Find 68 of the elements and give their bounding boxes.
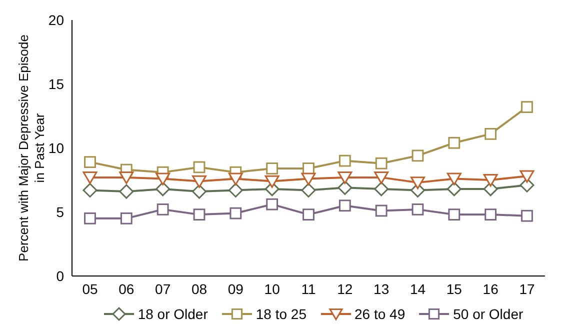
y-tick-label: 20 — [48, 12, 64, 28]
point — [448, 136, 460, 149]
x-tick-label: 15 — [446, 280, 462, 297]
point — [84, 156, 96, 168]
legend-label: 50 or Older — [453, 306, 524, 322]
point — [193, 208, 206, 221]
x-tick-label: 05 — [82, 280, 98, 297]
x-tick-label: 09 — [228, 280, 244, 297]
point — [119, 171, 134, 184]
x-tick-label: 14 — [410, 280, 426, 297]
point — [338, 171, 352, 184]
legend-label: 26 to 49 — [354, 306, 406, 322]
point — [484, 208, 497, 221]
point — [82, 171, 98, 184]
point — [228, 172, 243, 186]
point — [412, 203, 424, 216]
y-tick-label: 10 — [48, 140, 64, 156]
point — [120, 212, 132, 224]
point — [156, 182, 170, 196]
y-axis-title: Percent with Major Depressive Episode in Past Year — [16, 34, 47, 262]
y-tick-label: 0 — [56, 268, 64, 284]
point — [520, 170, 534, 183]
x-tick-label: 13 — [374, 280, 390, 297]
x-tick-label: 17 — [519, 280, 535, 297]
legend-label: 18 to 25 — [256, 306, 306, 322]
point — [412, 150, 424, 162]
x-tick-label: 11 — [301, 280, 316, 297]
point — [264, 175, 280, 188]
point — [301, 172, 316, 186]
point — [156, 172, 170, 186]
x-tick-label: 06 — [118, 280, 134, 297]
point — [521, 101, 533, 113]
point — [230, 207, 242, 220]
point — [338, 154, 351, 167]
point — [301, 182, 316, 198]
point — [446, 182, 462, 196]
point — [192, 175, 206, 188]
point — [375, 157, 388, 170]
point — [302, 208, 314, 221]
point — [448, 208, 460, 221]
point — [338, 180, 352, 195]
legend-label: 18 or Older — [138, 306, 208, 322]
point — [375, 204, 388, 217]
y-tick-label: 5 — [56, 204, 64, 220]
x-tick-label: 07 — [155, 280, 171, 297]
point — [156, 203, 169, 216]
x-tick-label: 08 — [191, 280, 208, 297]
point — [521, 210, 533, 222]
point — [483, 174, 498, 187]
point — [192, 184, 206, 199]
point — [82, 182, 98, 198]
point — [374, 182, 389, 196]
x-tick-label: 16 — [482, 280, 499, 297]
point — [446, 172, 462, 186]
point — [193, 161, 206, 174]
point — [410, 176, 425, 190]
point — [302, 162, 314, 174]
x-tick-label: 10 — [264, 280, 280, 297]
point — [484, 128, 497, 140]
y-tick-label: 15 — [48, 76, 64, 92]
point — [338, 200, 351, 212]
point — [119, 184, 134, 199]
point — [266, 162, 278, 174]
point — [228, 182, 243, 198]
x-tick-label: 12 — [337, 280, 353, 297]
point — [266, 198, 278, 210]
point — [374, 171, 389, 184]
point — [84, 212, 96, 224]
